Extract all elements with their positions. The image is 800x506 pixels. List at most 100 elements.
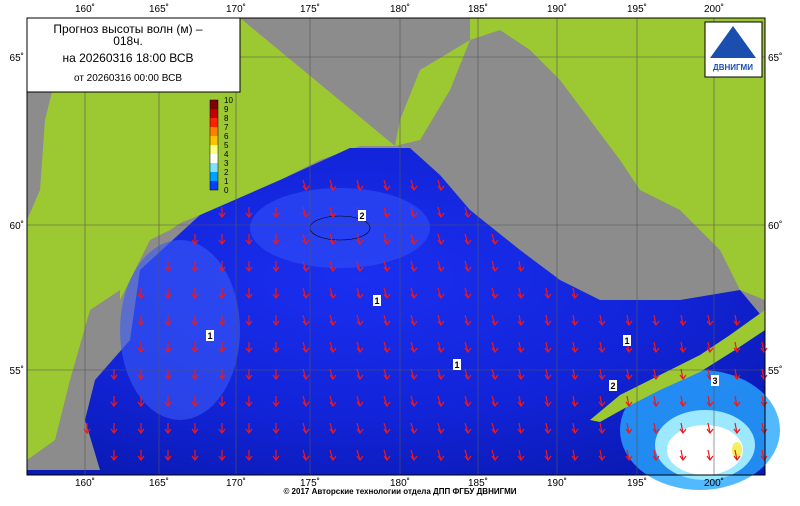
colorbar-label: 10: [224, 96, 233, 105]
wave-arrow-head: [598, 428, 606, 434]
wave-arrow: [626, 422, 630, 434]
wave-arrow: [572, 368, 576, 380]
wave-arrow-head: [302, 239, 310, 245]
colorbar-swatch: [210, 100, 218, 109]
wave-arrow-head: [733, 374, 741, 380]
wave-arrow-head: [164, 374, 172, 380]
wave-arrow: [761, 422, 765, 434]
wave-arrow-head: [302, 455, 310, 461]
wave-arrow-head: [491, 239, 499, 245]
wave-arrow: [680, 395, 684, 407]
wave-arrow-head: [164, 347, 172, 353]
wave-arrow: [626, 314, 630, 326]
wave-arrow-head: [137, 374, 145, 380]
wave-arrow-head: [137, 320, 145, 326]
longitude-label: 160˚: [75, 477, 95, 489]
contour-label: 2: [610, 381, 615, 391]
latitude-label: 65˚: [10, 52, 24, 64]
wave-arrow-head: [383, 374, 391, 380]
wave-arrow-head: [410, 320, 418, 326]
wave-arrow-head: [410, 428, 418, 434]
wave-arrow: [653, 449, 657, 461]
wave-arrow-head: [272, 266, 280, 272]
wave-arrow-head: [706, 428, 714, 434]
wave-arrow-head: [137, 428, 145, 434]
wave-arrow-head: [464, 428, 472, 434]
wave-arrow-head: [491, 347, 499, 353]
wave-arrow: [680, 422, 684, 434]
wave-arrow-head: [571, 347, 579, 353]
wave-arrow-head: [302, 320, 310, 326]
wave-arrow: [518, 368, 522, 380]
colorbar-swatch: [210, 172, 218, 181]
wave-arrow-head: [517, 266, 525, 272]
wave-arrow-head: [245, 347, 253, 353]
wave-arrow-head: [383, 347, 391, 353]
colorbar-label: 1: [224, 177, 229, 186]
wave-arrow: [761, 368, 765, 380]
colorbar-label: 0: [224, 186, 229, 195]
wave-arrow-head: [652, 455, 660, 461]
longitude-label: 165˚: [149, 3, 169, 15]
wave-arrow-head: [679, 455, 687, 461]
longitude-label: 165˚: [149, 477, 169, 489]
wave-arrow-head: [625, 374, 633, 380]
wave-arrow-head: [733, 320, 741, 326]
wave-arrow: [734, 368, 738, 380]
valid-time: на 20260316 18:00 ВСВ: [63, 51, 194, 65]
wave-arrow: [707, 395, 711, 407]
wave-arrow-head: [464, 347, 472, 353]
wave-arrow: [572, 287, 576, 299]
contour-label: 2: [359, 211, 364, 221]
colorbar-label: 8: [224, 114, 229, 123]
title-box: [26, 17, 241, 93]
longitude-label: 180˚: [390, 477, 410, 489]
wave-arrow-head: [571, 320, 579, 326]
latitude-label: 65˚: [768, 52, 782, 64]
wave-arrow: [599, 368, 603, 380]
wave-arrow: [653, 341, 657, 353]
wave-arrow-head: [437, 401, 445, 407]
wave-arrow-head: [410, 239, 418, 245]
wave-arrow-head: [245, 293, 253, 299]
wave-arrow-head: [191, 293, 199, 299]
wave-arrow-head: [598, 401, 606, 407]
colorbar-label: 7: [224, 123, 229, 132]
wave-arrow-head: [356, 347, 364, 353]
wave-arrow: [680, 368, 684, 380]
wave-arrow: [599, 395, 603, 407]
wave-arrow-head: [329, 212, 337, 218]
wave-arrow-head: [383, 266, 391, 272]
wave-arrow-head: [760, 347, 768, 353]
wave-arrow-head: [437, 185, 445, 191]
wave-arrow-head: [218, 239, 226, 245]
wave-arrow-head: [491, 320, 499, 326]
wave-arrow-head: [218, 266, 226, 272]
wave-arrow: [518, 341, 522, 353]
wave-arrow-head: [598, 374, 606, 380]
wave-arrow-head: [302, 293, 310, 299]
wave-arrow-head: [164, 266, 172, 272]
coast: [120, 165, 300, 300]
wave-arrow-head: [679, 401, 687, 407]
wave-arrow-head: [625, 455, 633, 461]
wave-arrow-head: [679, 347, 687, 353]
wave-arrow-head: [272, 320, 280, 326]
contour-label-bg: [373, 295, 381, 306]
wave-arrow: [653, 314, 657, 326]
wave-arrow-head: [437, 428, 445, 434]
wave-arrow-head: [272, 293, 280, 299]
colorbar-swatch: [210, 127, 218, 136]
wave-arrow: [761, 395, 765, 407]
colorbar-swatch: [210, 163, 218, 172]
wave-arrow-head: [733, 455, 741, 461]
wave-arrow-head: [652, 428, 660, 434]
wave-arrow-head: [544, 347, 552, 353]
wave-arrow-head: [329, 347, 337, 353]
wave-arrow-head: [272, 428, 280, 434]
wave-arrow-head: [625, 347, 633, 353]
contour-label-bg: [623, 335, 631, 346]
colorbar-swatch: [210, 136, 218, 145]
wave-arrow: [518, 449, 522, 461]
wave-arrow-head: [245, 455, 253, 461]
